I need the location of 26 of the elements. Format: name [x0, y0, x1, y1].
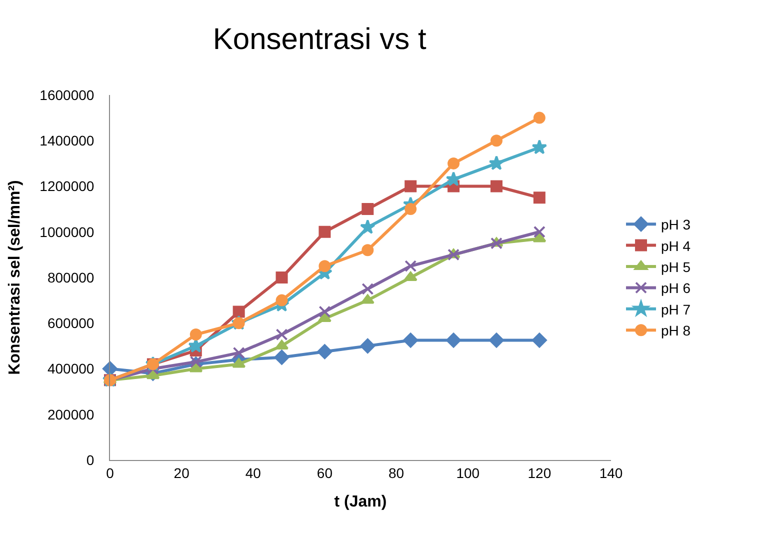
- y-axis-title: Konsentrasi sel (sel/mm²): [6, 180, 24, 375]
- y-tick-label: 1600000: [40, 86, 94, 103]
- x-axis-title: t (Jam): [334, 494, 387, 510]
- x-tick-label: 80: [388, 464, 404, 481]
- y-tick-label: 800000: [47, 269, 94, 286]
- x-tick-label: 60: [316, 464, 333, 481]
- chart-title: Konsentrasi vs t: [212, 22, 427, 56]
- legend-label: pH 4: [661, 238, 691, 254]
- legend-label: pH 6: [661, 280, 691, 296]
- y-tick-label: 1200000: [40, 178, 94, 194]
- x-tick-label: 120: [528, 464, 552, 481]
- x-tick-label: 0: [106, 464, 114, 481]
- y-tick-label: 1400000: [40, 132, 94, 149]
- legend-label: pH 7: [661, 301, 691, 318]
- legend-label: pH 8: [661, 322, 691, 339]
- x-tick-label: 40: [245, 464, 262, 481]
- y-tick-label: 200000: [47, 406, 94, 422]
- y-tick-label: 400000: [47, 360, 94, 377]
- x-tick-label: 20: [174, 464, 190, 481]
- x-tick-label: 140: [599, 464, 623, 481]
- legend-label: pH 3: [661, 216, 691, 233]
- legend-label: pH 5: [661, 258, 691, 275]
- y-tick-label: 0: [86, 452, 94, 468]
- y-tick-label: 1000000: [40, 224, 94, 240]
- y-tick-label: 600000: [47, 315, 94, 332]
- x-tick-label: 100: [456, 464, 480, 481]
